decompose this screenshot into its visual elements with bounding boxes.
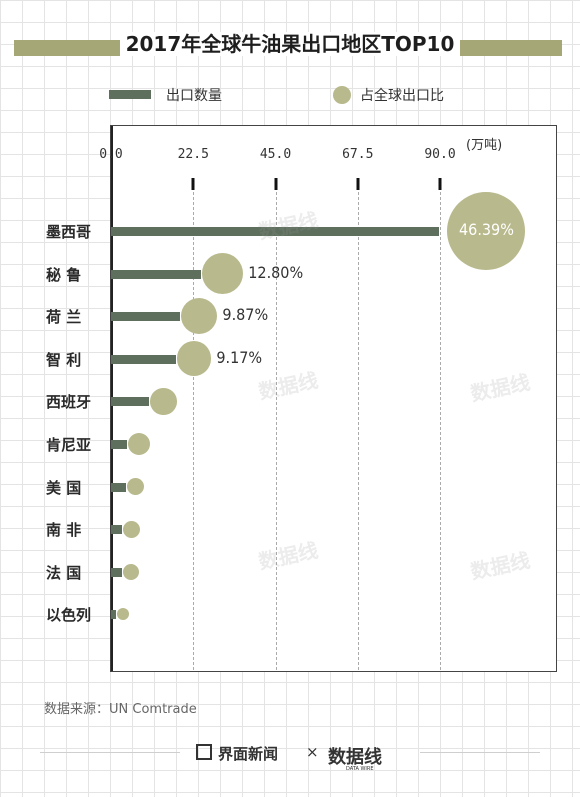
category-label: 以色列 <box>46 606 92 625</box>
category-label: 法 国 <box>46 563 82 582</box>
category-label: 秘 鲁 <box>46 265 82 284</box>
category-label: 墨西哥 <box>46 223 92 241</box>
footer-divider-right <box>420 752 540 753</box>
category-label: 肯尼亚 <box>46 436 92 454</box>
x-tick <box>274 178 277 190</box>
export-quantity-bar <box>111 567 122 577</box>
share-bubble <box>122 563 139 580</box>
x-gridline <box>193 192 195 670</box>
share-bubble <box>123 520 141 538</box>
data-source: 数据来源：UN Comtrade <box>44 702 197 717</box>
x-tick <box>356 178 360 190</box>
x-tick-label: 67.5 <box>342 147 374 162</box>
share-label: 12.80% <box>248 262 304 282</box>
category-label: 南 非 <box>46 521 82 540</box>
x-tick-label: 0.0 <box>99 147 123 162</box>
footer-partner-logo: 数据线 <box>328 747 382 768</box>
share-bubble <box>176 341 212 377</box>
export-quantity-bar <box>111 482 126 492</box>
export-quantity-bar <box>111 610 117 620</box>
x-unit-label: (万吨) <box>466 138 503 153</box>
share-bubble <box>117 608 130 621</box>
share-bubble <box>181 298 218 335</box>
x-tick-label: 45.0 <box>259 147 292 162</box>
x-tick-label: 22.5 <box>177 147 209 162</box>
footer-divider-left <box>40 752 180 753</box>
export-quantity-bar <box>111 440 127 449</box>
chart-title: 2017年全球牛油果出口地区TOP10 <box>0 28 580 57</box>
legend-bubble-label: 占全球出口比 <box>360 88 444 104</box>
share-bubble <box>202 253 244 295</box>
legend-bar-swatch <box>109 90 151 99</box>
x-gridline <box>440 192 441 670</box>
category-label: 美 国 <box>46 478 82 497</box>
share-bubble <box>150 388 177 415</box>
x-tick-label: 90.0 <box>424 147 456 162</box>
share-bubble <box>447 192 525 270</box>
category-label: 西班牙 <box>46 393 92 412</box>
chart-title-text: 2017年全球牛油果出口地区TOP10 <box>119 32 461 56</box>
category-label: 智 利 <box>46 350 82 369</box>
footer-partner-sub: DATA WIRE <box>346 766 374 772</box>
x-gridline <box>275 192 277 670</box>
export-quantity-bar <box>111 354 176 364</box>
legend-bubble-swatch <box>333 86 351 104</box>
x-tick <box>438 178 442 190</box>
legend-bar-label: 出口数量 <box>166 88 222 104</box>
category-label: 荷 兰 <box>46 308 82 327</box>
share-bubble <box>127 432 151 456</box>
export-quantity-bar <box>111 525 123 535</box>
export-quantity-bar <box>111 312 181 322</box>
export-quantity-bar <box>111 269 202 279</box>
share-label: 46.39% <box>459 220 514 239</box>
share-bubble <box>126 477 145 496</box>
x-gridline <box>357 192 359 670</box>
footer-separator: × <box>306 743 319 761</box>
jiemian-logo-icon <box>196 744 212 760</box>
export-quantity-bar <box>111 397 150 407</box>
x-tick <box>191 178 195 190</box>
export-quantity-bar <box>111 227 439 236</box>
footer-brand: 界面新闻 <box>218 745 279 763</box>
share-label: 9.87% <box>222 305 269 325</box>
share-label: 9.17% <box>216 347 263 367</box>
